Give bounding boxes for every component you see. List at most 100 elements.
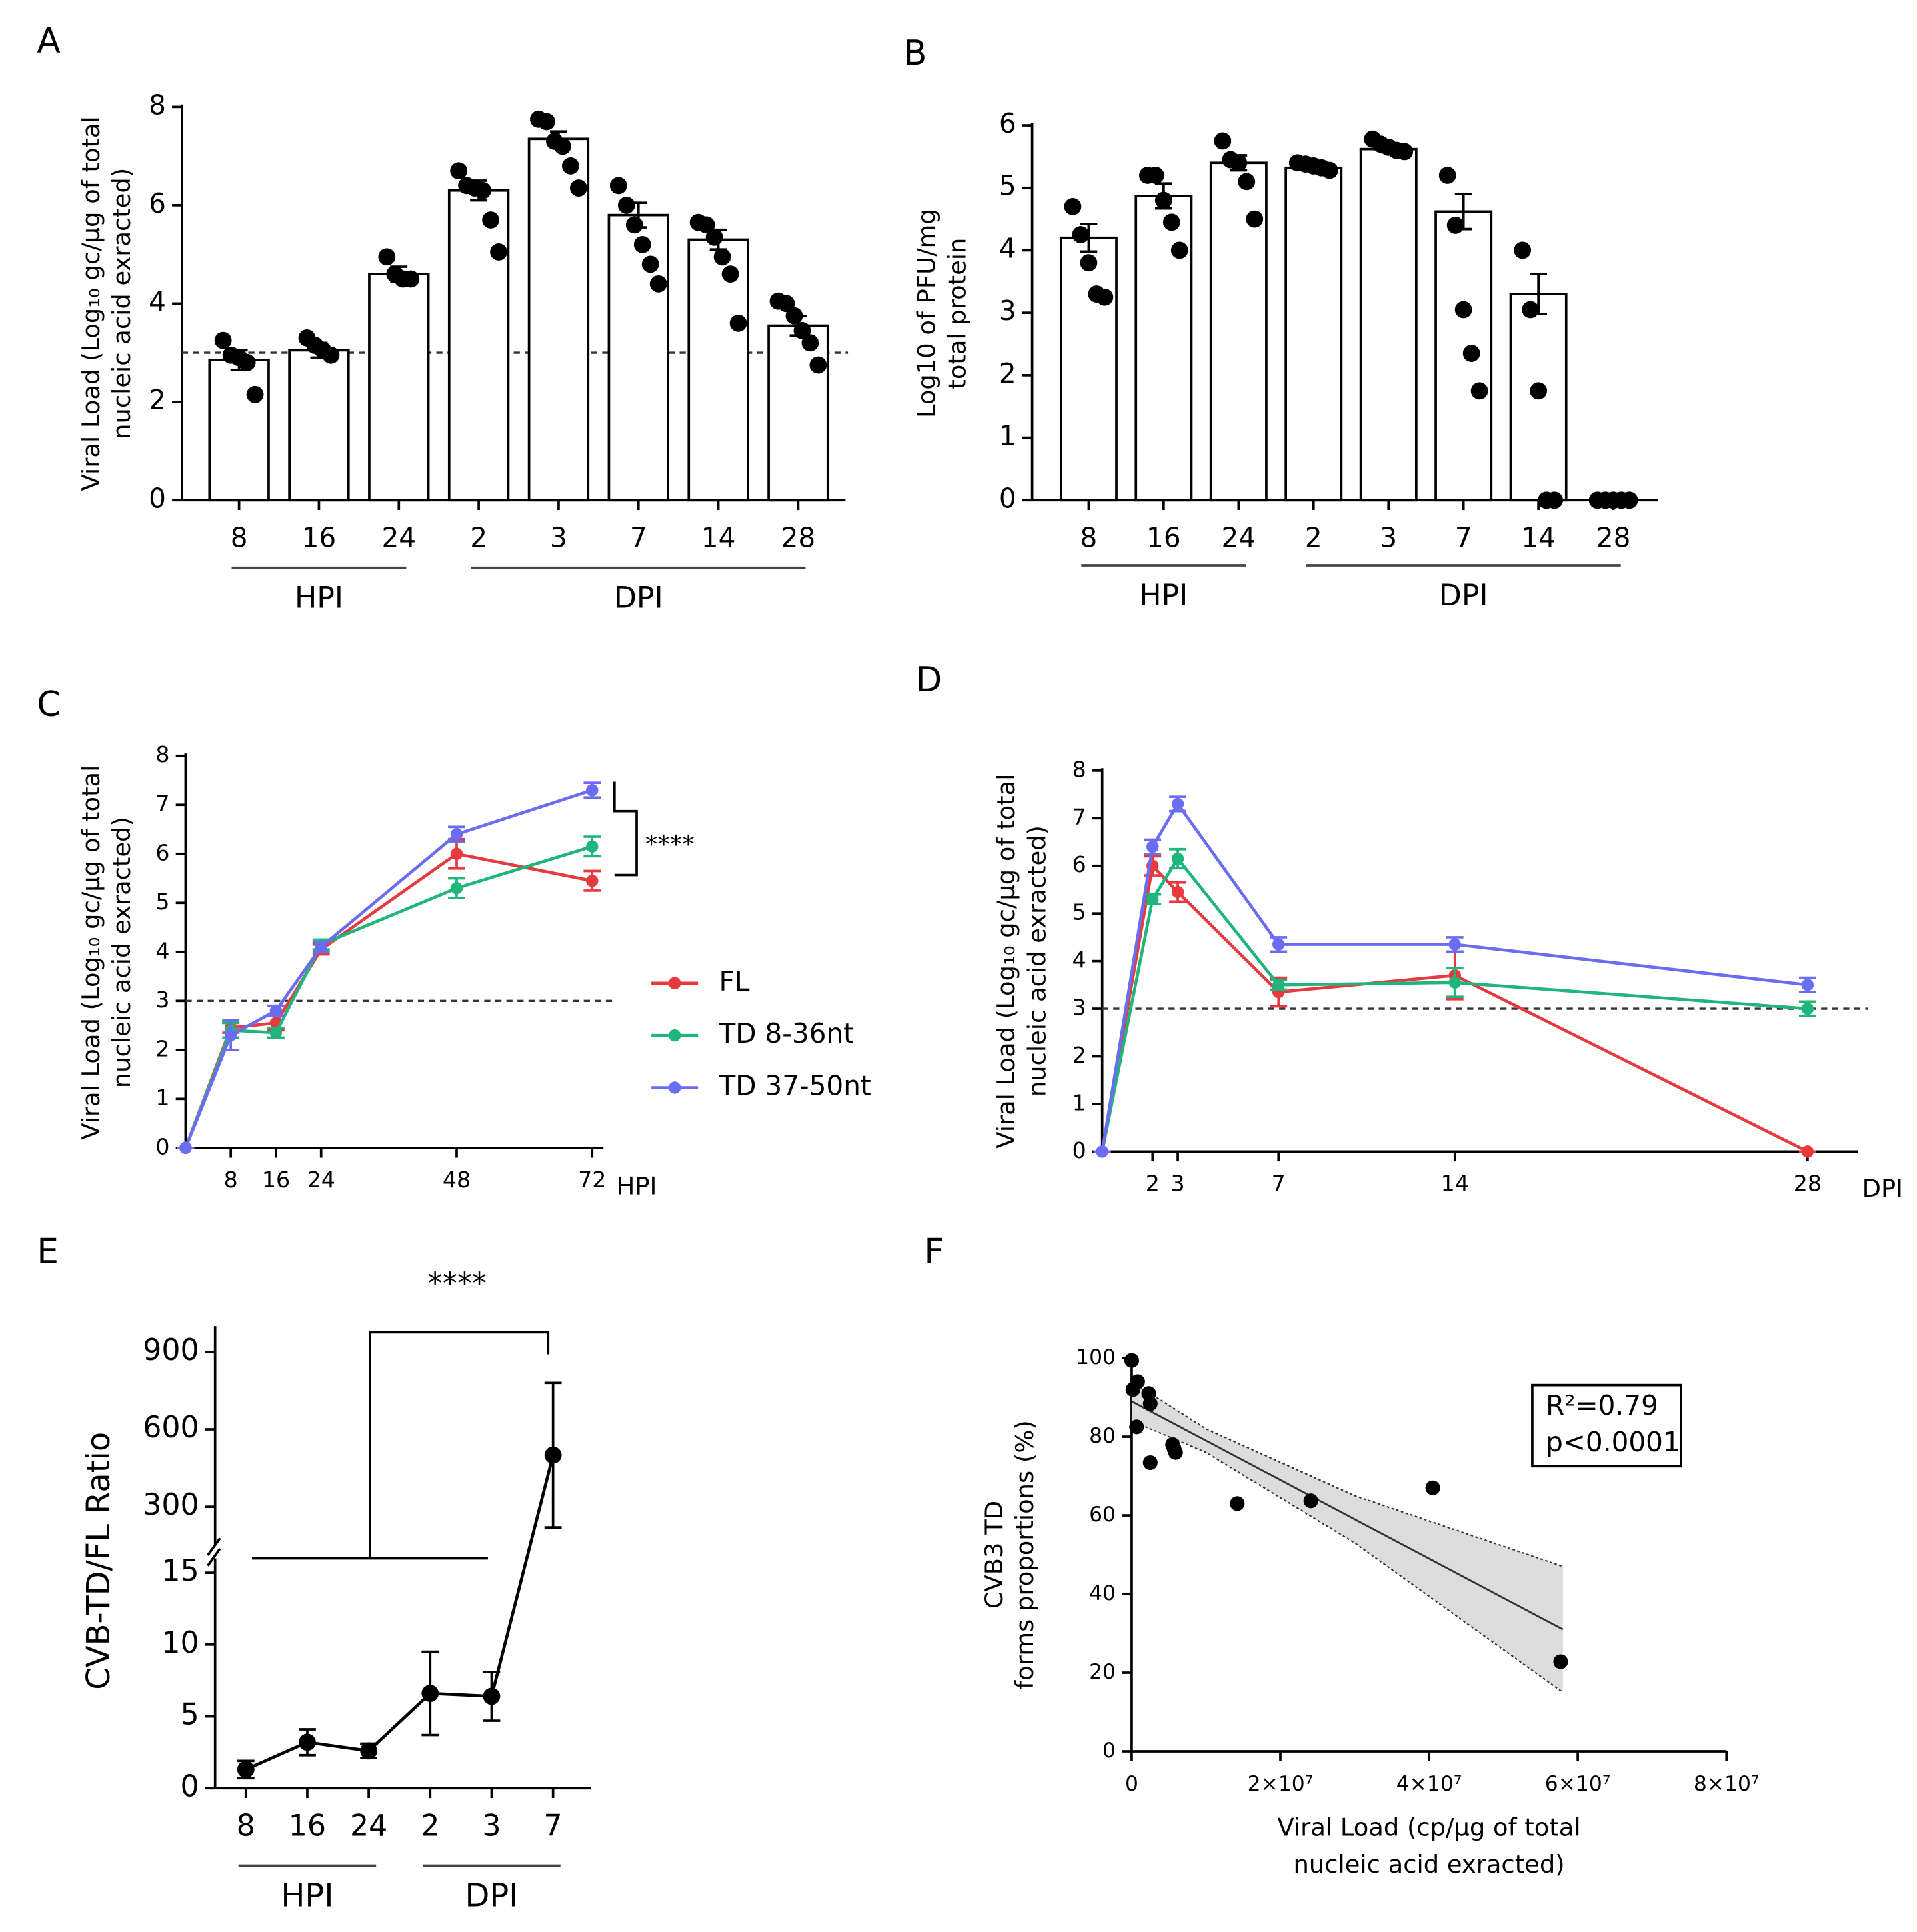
x-tick-label: 2×10⁷ <box>1248 1772 1314 1796</box>
x-tick-label: 8×10⁷ <box>1694 1772 1760 1796</box>
series-line <box>245 1455 555 1771</box>
data-point <box>569 179 587 197</box>
y-tick-label: 4 <box>999 232 1016 264</box>
y-tick-label: 5 <box>181 1698 199 1732</box>
data-point <box>1448 938 1461 951</box>
legend-label: TD 37-50nt <box>719 1070 871 1102</box>
data-point <box>562 157 579 175</box>
x-tick-label: 7 <box>1455 521 1472 553</box>
data-point <box>1146 840 1159 853</box>
series-line <box>1100 801 1808 1152</box>
stats-box <box>1531 1383 1682 1468</box>
panel-label: F <box>924 1231 944 1271</box>
x-tick-label: 8 <box>231 521 248 553</box>
data-point <box>269 1004 283 1017</box>
x-tick-label: 7 <box>630 521 647 553</box>
y-axis-label: Log10 of PFU/mg <box>912 209 941 418</box>
data-point <box>378 248 396 266</box>
y-tick-label: 2 <box>1072 1042 1086 1068</box>
data-point <box>1454 301 1472 319</box>
data-point <box>544 1446 562 1464</box>
data-point <box>809 356 827 374</box>
significance-bracket <box>613 781 638 877</box>
y-axis-label: nucleic acid exracted) <box>107 168 136 439</box>
data-point <box>1801 1145 1814 1158</box>
data-point <box>421 1685 439 1703</box>
data-point <box>793 322 811 339</box>
data-point <box>1230 1496 1245 1511</box>
y-tick-label: 6 <box>999 107 1016 139</box>
data-point <box>538 113 555 131</box>
y-tick-label: 2 <box>155 1035 169 1061</box>
y-tick-label: 40 <box>1089 1581 1116 1605</box>
x-unit: DPI <box>1862 1174 1903 1203</box>
x-tick-label: 24 <box>1222 521 1256 553</box>
axis-break <box>207 1537 221 1567</box>
y-tick-label: 1 <box>155 1085 169 1111</box>
data-point <box>1168 1445 1183 1460</box>
data-point <box>322 346 340 364</box>
y-axis-label: CVB-TD/FL Ratio <box>81 1432 117 1690</box>
data-point <box>633 235 651 253</box>
y-tick-label: 4 <box>149 285 166 317</box>
x-tick-label: 7 <box>544 1809 563 1843</box>
data-point <box>1530 382 1548 400</box>
data-point <box>1553 1654 1568 1669</box>
x-tick-label: 48 <box>443 1167 471 1193</box>
data-point <box>269 1026 283 1039</box>
x-tick-label: 3 <box>482 1809 501 1843</box>
confidence-edge <box>1131 1420 1564 1693</box>
y-tick-label: 3 <box>999 295 1016 327</box>
legend-marker <box>668 1081 681 1094</box>
y-tick-label: 3 <box>155 987 169 1013</box>
y-tick-label: 300 <box>143 1488 199 1522</box>
data-point <box>1072 226 1090 243</box>
bar <box>1359 147 1418 502</box>
data-point <box>238 353 256 371</box>
data-point <box>1142 1455 1158 1471</box>
data-point <box>1522 301 1540 319</box>
y-tick-label: 7 <box>1072 804 1086 830</box>
y-tick-label: 100 <box>1076 1345 1116 1369</box>
panel-label: A <box>37 21 60 61</box>
y-axis-label: Viral Load (Log₁₀ gc/µg of total <box>992 774 1020 1149</box>
bar <box>288 349 350 502</box>
data-point <box>1154 191 1172 209</box>
data-point <box>777 295 795 313</box>
y-axis-label: forms proportions (%) <box>1010 1420 1039 1689</box>
data-point <box>697 216 715 234</box>
data-point <box>1446 217 1464 234</box>
data-point <box>179 1141 192 1155</box>
bar <box>527 137 590 502</box>
data-point <box>483 1687 501 1705</box>
x-tick-label: 16 <box>1146 521 1181 553</box>
data-point <box>214 331 232 349</box>
data-point <box>1303 1493 1318 1509</box>
x-tick-label: 6×10⁷ <box>1545 1772 1611 1796</box>
data-point <box>450 828 463 841</box>
x-tick-label: 2 <box>1305 521 1322 553</box>
data-point <box>649 275 667 293</box>
y-tick-label: 0 <box>181 1769 199 1803</box>
data-point <box>482 211 499 229</box>
y-tick-label: 0 <box>155 1133 169 1159</box>
data-point <box>785 307 803 325</box>
data-point <box>1438 167 1456 184</box>
data-point <box>1801 979 1814 991</box>
bar <box>1284 166 1343 502</box>
x-tick-label: 24 <box>307 1167 335 1193</box>
y-tick-label: 0 <box>999 482 1016 514</box>
data-point <box>554 137 571 155</box>
y-tick-label: 6 <box>1072 851 1086 877</box>
y-tick-label: 2 <box>149 384 166 416</box>
y-axis-label: Viral Load (Log₁₀ gc/µg of total <box>77 116 105 491</box>
series-line <box>1100 856 1808 1152</box>
data-point <box>474 181 492 199</box>
group-label: HPI <box>295 581 343 615</box>
data-point <box>586 874 599 887</box>
y-tick-label: 1 <box>999 420 1016 452</box>
group-label: HPI <box>1139 579 1188 613</box>
y-tick-label: 3 <box>1072 995 1086 1021</box>
y-tick-label: 4 <box>155 937 169 963</box>
